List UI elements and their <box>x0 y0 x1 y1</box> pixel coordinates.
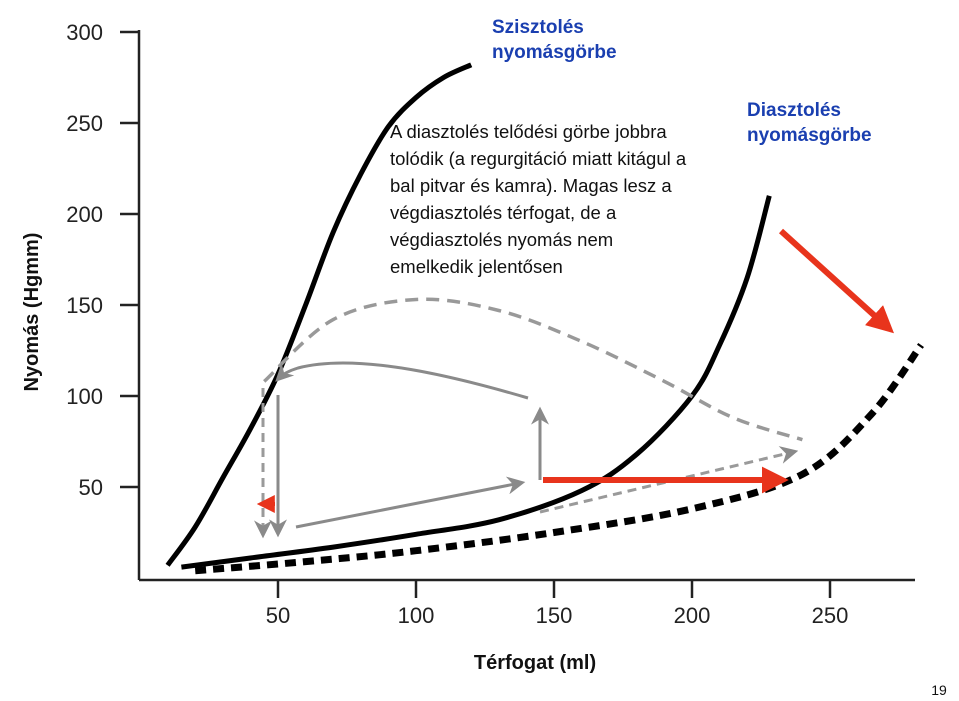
note-line: emelkedik jelentősen <box>390 256 563 277</box>
series-line-1 <box>165 62 473 567</box>
y-tick-label: 300 <box>66 20 103 45</box>
red-curve-shift-arrow <box>778 228 895 334</box>
note-line: végdiasztolés nyomás nem <box>390 229 613 250</box>
x-tick-label: 150 <box>536 603 573 628</box>
series-layer <box>165 62 924 575</box>
y-tick-label: 200 <box>66 202 103 227</box>
note-line: bal pitvar és kamra). Magas lesz a <box>390 175 672 196</box>
diastolic-label-line-1: Diasztolés <box>747 100 841 121</box>
y-tick-label: 100 <box>66 384 103 409</box>
systolic-label-line-2: nyomásgörbe <box>492 42 617 63</box>
pv-loop <box>254 361 799 539</box>
y-ticks: 50 100 150 200 250 300 <box>66 20 139 500</box>
series-line-dashed-3 <box>194 342 924 575</box>
red-arrows <box>256 228 895 513</box>
diastolic-curve-label: Diasztolés nyomásgörbe <box>747 100 872 146</box>
y-axis-title: Nyomás (Hgmm) <box>21 233 43 392</box>
x-tick-label: 200 <box>674 603 711 628</box>
note-line: végdiasztolés térfogat, de a <box>390 202 617 223</box>
systolic-label-line-1: Szisztolés <box>492 17 584 38</box>
note-line: tolódik (a regurgitáció miatt kitágul a <box>390 148 687 169</box>
x-tick-label: 100 <box>398 603 435 628</box>
series-line-2 <box>181 195 772 570</box>
x-tick-label: 50 <box>266 603 290 628</box>
loop-filling-arrow <box>295 476 526 529</box>
page-number: 19 <box>931 682 947 698</box>
x-axis-title: Térfogat (ml) <box>474 652 596 674</box>
diastolic-label-line-2: nyomásgörbe <box>747 125 872 146</box>
y-tick-label: 50 <box>79 475 103 500</box>
y-tick-label: 150 <box>66 293 103 318</box>
series-line-dashed-gray-4 <box>263 297 803 442</box>
systolic-curve-label: Szisztolés nyomásgörbe <box>492 17 617 63</box>
x-tick-label: 250 <box>812 603 849 628</box>
loop-ejection-arrow <box>275 361 529 400</box>
shifted-loop-filling-arrow <box>539 446 799 514</box>
note-line: A diasztolés telődési görbe jobbra <box>390 121 667 142</box>
explanation-note: A diasztolés telődési görbe jobbra tolód… <box>390 121 691 277</box>
x-ticks: 50 100 150 200 250 <box>266 580 849 628</box>
y-tick-label: 250 <box>66 111 103 136</box>
